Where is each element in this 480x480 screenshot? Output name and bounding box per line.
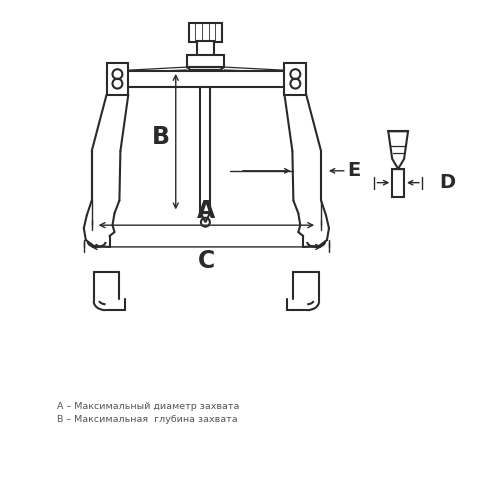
Text: B: B	[152, 125, 170, 149]
Text: D: D	[440, 173, 456, 192]
Polygon shape	[388, 131, 408, 169]
Bar	[285, 63, 306, 95]
Polygon shape	[201, 212, 210, 222]
Bar	[189, 23, 222, 42]
Text: A – Максимальный диаметр захвата: A – Максимальный диаметр захвата	[57, 402, 240, 410]
Text: E: E	[347, 161, 360, 180]
Bar	[392, 169, 404, 196]
Bar	[201, 87, 210, 212]
Text: A: A	[197, 199, 216, 223]
Bar	[196, 41, 214, 57]
Text: C: C	[198, 249, 215, 273]
Bar	[187, 55, 224, 67]
Polygon shape	[187, 67, 224, 76]
Text: B – Максимальная  глубина захвата: B – Максимальная глубина захвата	[57, 415, 238, 424]
Bar	[107, 63, 128, 95]
Bar	[107, 71, 306, 87]
